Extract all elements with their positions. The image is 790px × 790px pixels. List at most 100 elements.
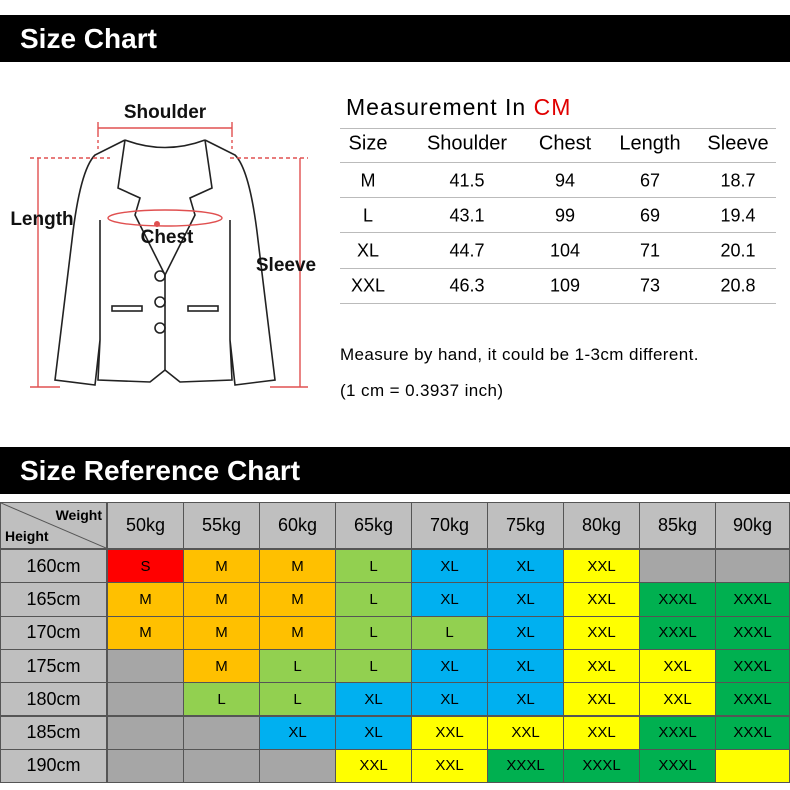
height-header: 170cm xyxy=(0,615,107,650)
size-cell: M xyxy=(183,549,260,584)
size-cell: L xyxy=(335,549,412,584)
size-cell: M xyxy=(183,582,260,617)
column-header: Chest xyxy=(538,132,592,155)
weight-header: 50kg xyxy=(107,502,184,549)
size-cell: XL xyxy=(487,549,564,584)
table-cell: 20.1 xyxy=(720,240,756,261)
table-cell: 43.1 xyxy=(449,205,485,226)
size-cell xyxy=(107,682,184,717)
size-cell: XL xyxy=(259,715,336,750)
height-header: 175cm xyxy=(0,648,107,684)
weight-header: 80kg xyxy=(563,502,640,549)
size-cell xyxy=(107,648,184,684)
note: (1 cm = 0.3937 inch) xyxy=(340,381,504,400)
size-cell: M xyxy=(259,582,336,617)
size-cell: XXL xyxy=(487,715,564,750)
table-rule xyxy=(340,268,776,269)
table-rule xyxy=(340,162,776,163)
measurement-title: Measurement In CM xyxy=(346,94,571,121)
size-cell: XXL xyxy=(563,582,640,617)
weight-header: 90kg xyxy=(715,502,790,549)
size-cell: XXXL xyxy=(639,582,716,617)
shoulder-label: Shoulder xyxy=(124,102,207,123)
corner-diagonal xyxy=(1,503,106,548)
size-cell: L xyxy=(411,615,488,650)
measurement-unit: CM xyxy=(533,94,572,120)
table-cell: XL xyxy=(356,240,380,261)
size-cell: XL xyxy=(411,582,488,617)
size-cell xyxy=(639,549,716,584)
size-cell: XL xyxy=(487,648,564,684)
size-cell: XXL xyxy=(563,549,640,584)
table-rule xyxy=(340,232,776,233)
size-cell: XXXL xyxy=(715,582,790,617)
size-cell: L xyxy=(335,615,412,650)
weight-header: 55kg xyxy=(183,502,260,549)
size-cell: L xyxy=(259,682,336,717)
size-cell: XXXL xyxy=(563,748,640,784)
height-header: 160cm xyxy=(0,549,107,584)
height-header: 165cm xyxy=(0,582,107,617)
size-cell: XL xyxy=(335,715,412,750)
table-cell: 109 xyxy=(549,275,581,296)
sleeve-label: Sleeve xyxy=(256,255,316,276)
size-cell: XXL xyxy=(563,648,640,684)
size-cell xyxy=(107,748,184,784)
weight-header: 70kg xyxy=(411,502,488,549)
size-cell: XXXL xyxy=(715,615,790,650)
size-cell: XXXL xyxy=(715,715,790,750)
column-header: Shoulder xyxy=(426,132,508,155)
title-bar: Size Chart xyxy=(0,15,790,62)
size-cell: M xyxy=(183,648,260,684)
corner-cell: Weight Height xyxy=(0,502,107,549)
table-cell: 73 xyxy=(639,275,661,296)
size-cell: XXL xyxy=(639,682,716,717)
size-cell: XXL xyxy=(411,715,488,750)
size-cell: XL xyxy=(487,582,564,617)
size-cell: XL xyxy=(411,549,488,584)
table-cell: L xyxy=(362,205,374,226)
size-cell: XXL xyxy=(563,715,640,750)
size-cell: M xyxy=(107,582,184,617)
size-cell: XXXL xyxy=(639,715,716,750)
size-cell: L xyxy=(335,582,412,617)
measurement-title-text: Measurement In xyxy=(346,94,527,120)
table-rule xyxy=(340,128,776,129)
table-cell: 41.5 xyxy=(449,170,485,191)
size-cell: XL xyxy=(335,682,412,717)
size-cell: L xyxy=(183,682,260,717)
size-cell xyxy=(259,748,336,784)
height-header: 185cm xyxy=(0,715,107,750)
table-cell: M xyxy=(360,170,376,191)
weight-header: 65kg xyxy=(335,502,412,549)
size-cell xyxy=(715,549,790,584)
size-cell: XXL xyxy=(335,748,412,784)
table-cell: 19.4 xyxy=(720,205,756,226)
table-cell: 46.3 xyxy=(449,275,485,296)
size-cell xyxy=(183,715,260,750)
table-cell: 20.8 xyxy=(720,275,756,296)
size-cell: S xyxy=(107,549,184,584)
size-cell: XL xyxy=(411,682,488,717)
size-cell xyxy=(715,748,790,784)
size-cell: M xyxy=(259,615,336,650)
table-cell: 99 xyxy=(554,205,576,226)
table-cell: 67 xyxy=(639,170,661,191)
size-cell: XXXL xyxy=(639,748,716,784)
size-cell: L xyxy=(259,648,336,684)
size-cell: M xyxy=(183,615,260,650)
weight-header: 75kg xyxy=(487,502,564,549)
chest-label: Chest xyxy=(141,227,194,248)
size-cell: L xyxy=(335,648,412,684)
weight-header: 85kg xyxy=(639,502,716,549)
column-header: Length xyxy=(619,132,681,155)
size-cell: XXXL xyxy=(715,682,790,717)
height-header: 180cm xyxy=(0,682,107,717)
size-cell: XL xyxy=(411,648,488,684)
size-cell: XXXL xyxy=(715,648,790,684)
size-cell xyxy=(107,715,184,750)
table-rule xyxy=(340,197,776,198)
title: Size Chart xyxy=(20,23,157,54)
size-cell: XXXL xyxy=(639,615,716,650)
